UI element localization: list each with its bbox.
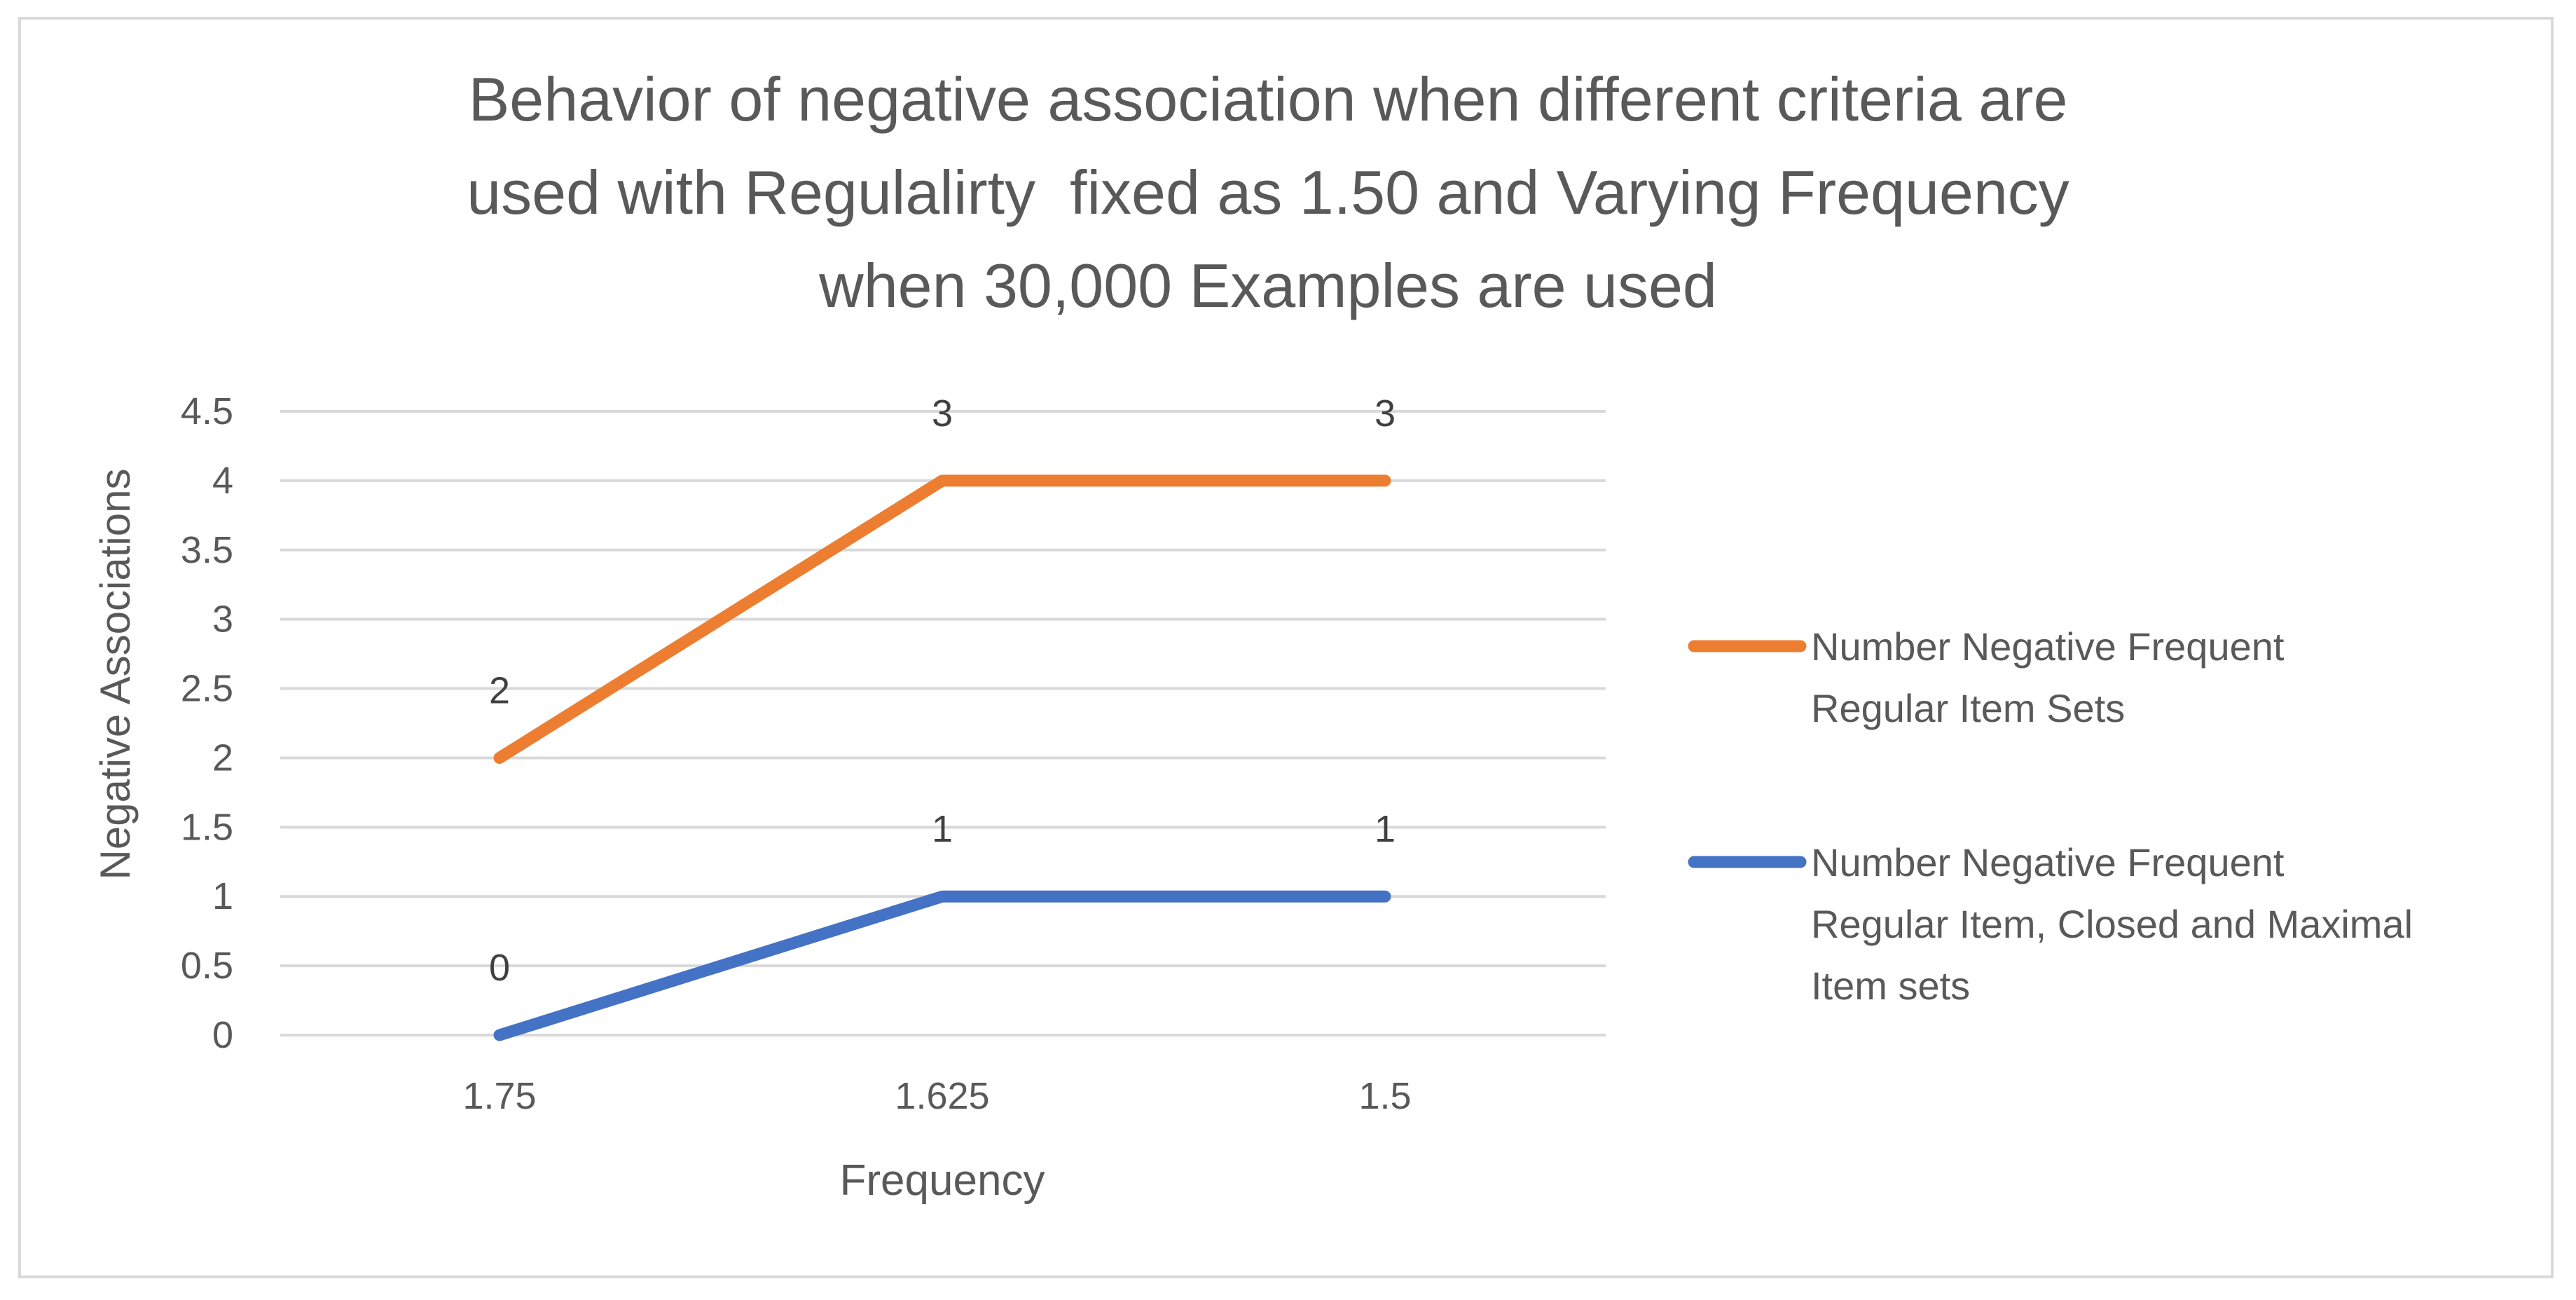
y-tick-label: 4.5 bbox=[181, 390, 233, 432]
y-tick-label: 2.5 bbox=[181, 668, 233, 710]
data-label: 2 bbox=[489, 669, 510, 711]
data-labels: 2 3 3 0 1 1 bbox=[489, 392, 1396, 989]
legend-item-1: Number Negative Frequent Regular Item Set… bbox=[1688, 624, 2285, 730]
data-label: 3 bbox=[1375, 392, 1396, 435]
data-point bbox=[1384, 479, 1386, 481]
x-tick-label: 1.625 bbox=[895, 1075, 989, 1117]
legend: Number Negative Frequent Regular Item Set… bbox=[1688, 624, 2413, 1008]
legend-label-line: Item sets bbox=[1811, 964, 1970, 1008]
y-tick-label: 2 bbox=[212, 737, 233, 779]
chart-title-line: used with Regulalirty fixed as 1.50 and … bbox=[467, 158, 2069, 227]
x-axis-ticks: 1.75 1.625 1.5 bbox=[462, 1075, 1411, 1117]
chart-title-line: Behavior of negative association when di… bbox=[469, 64, 2068, 134]
legend-label-line: Number Negative Frequent bbox=[1811, 624, 2285, 669]
data-label: 1 bbox=[932, 808, 953, 850]
x-axis-label: Frequency bbox=[840, 1156, 1045, 1205]
y-tick-label: 1 bbox=[212, 875, 233, 917]
data-point bbox=[499, 1034, 500, 1036]
data-point bbox=[1384, 896, 1386, 898]
x-tick-label: 1.75 bbox=[462, 1075, 536, 1117]
x-tick-label: 1.5 bbox=[1358, 1075, 1411, 1117]
y-axis-label: Negative Associations bbox=[92, 469, 139, 880]
y-tick-label: 0.5 bbox=[181, 945, 233, 987]
data-label: 3 bbox=[932, 392, 953, 435]
y-tick-label: 3 bbox=[212, 598, 233, 641]
chart-frame bbox=[18, 17, 2554, 1278]
y-tick-label: 4 bbox=[212, 460, 233, 502]
data-point bbox=[942, 479, 943, 481]
y-tick-label: 0 bbox=[212, 1014, 233, 1056]
gridlines bbox=[280, 410, 1606, 1036]
data-point bbox=[942, 896, 943, 898]
data-point bbox=[499, 757, 500, 759]
legend-label-line: Regular Item Sets bbox=[1811, 686, 2125, 730]
legend-item-2: Number Negative Frequent Regular Item, Cl… bbox=[1688, 840, 2413, 1008]
y-axis-ticks: 0 0.5 1 1.5 2 2.5 3 3.5 4 4.5 bbox=[181, 390, 233, 1056]
legend-label-line: Regular Item, Closed and Maximal bbox=[1811, 902, 2413, 946]
y-tick-label: 1.5 bbox=[181, 806, 233, 848]
legend-label-line: Number Negative Frequent bbox=[1811, 840, 2285, 884]
chart-title-line: when 30,000 Examples are used bbox=[818, 251, 1717, 320]
y-tick-label: 3.5 bbox=[181, 529, 233, 571]
data-label: 1 bbox=[1375, 808, 1396, 850]
chart-title: Behavior of negative association when di… bbox=[467, 64, 2069, 320]
series-lines bbox=[493, 474, 1391, 1041]
data-label: 0 bbox=[489, 947, 510, 989]
